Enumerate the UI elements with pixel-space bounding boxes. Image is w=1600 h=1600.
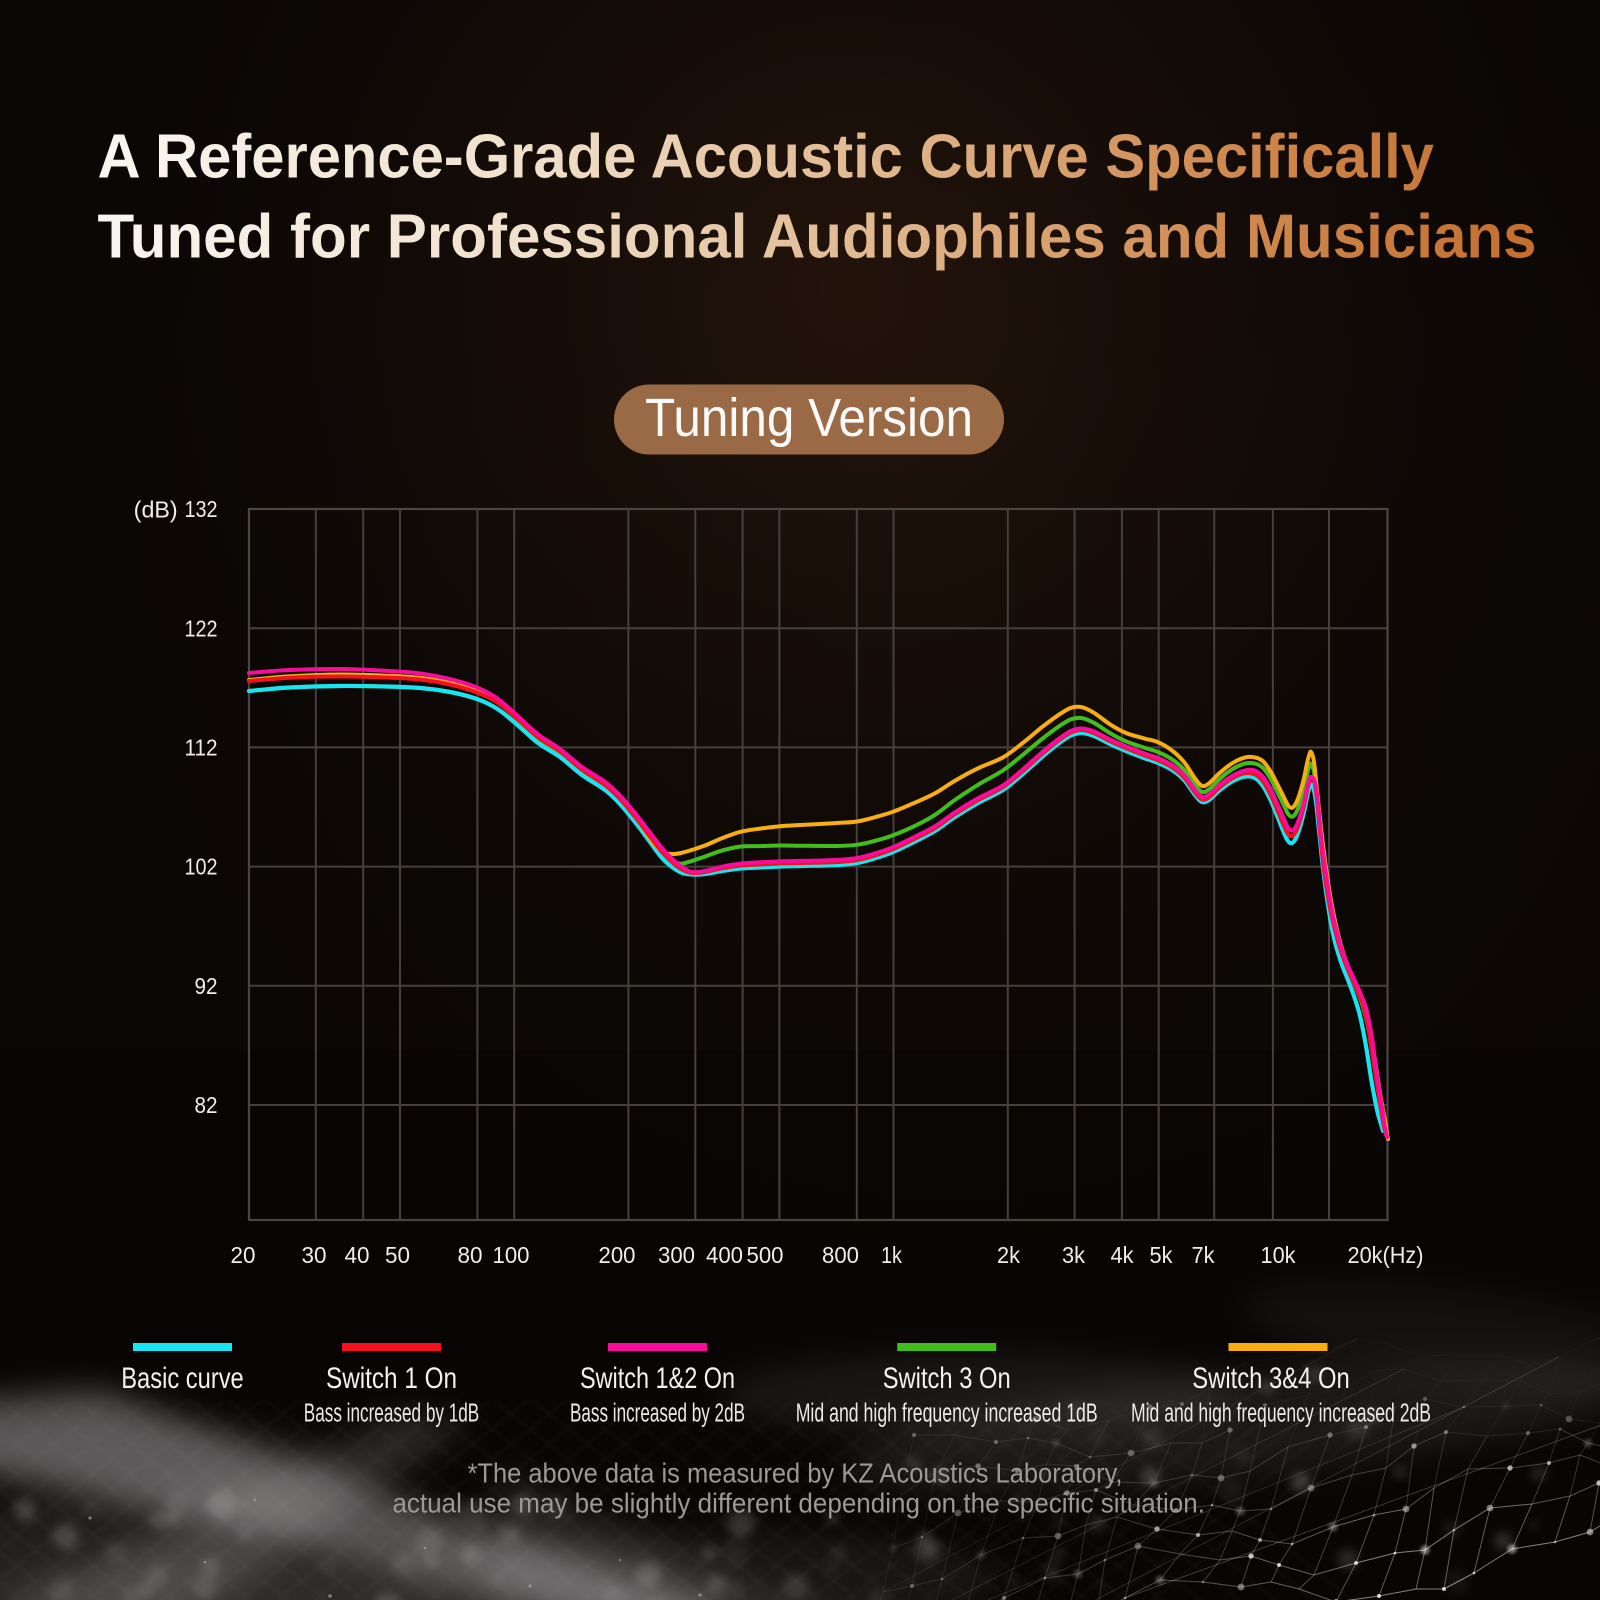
- svg-text:30: 30: [302, 1242, 327, 1268]
- svg-text:1k: 1k: [881, 1242, 902, 1268]
- svg-text:92: 92: [195, 973, 218, 999]
- svg-text:100: 100: [493, 1242, 530, 1268]
- svg-text:Switch 1&2 On: Switch 1&2 On: [580, 1362, 735, 1395]
- svg-text:Switch 3&4 On: Switch 3&4 On: [1192, 1362, 1350, 1395]
- svg-text:3k: 3k: [1062, 1242, 1085, 1268]
- svg-text:Mid and high frequency increas: Mid and high frequency increased 2dB: [1131, 1399, 1431, 1427]
- svg-text:Bass increased by 2dB: Bass increased by 2dB: [570, 1399, 745, 1427]
- svg-text:Mid and high frequency increas: Mid and high frequency increased 1dB: [796, 1399, 1098, 1427]
- svg-text:Tuned for Professional Audioph: Tuned for Professional Audiophiles and M…: [98, 203, 1537, 272]
- svg-text:200: 200: [599, 1242, 636, 1268]
- svg-text:500: 500: [747, 1242, 784, 1268]
- svg-text:Bass increased by 1dB: Bass increased by 1dB: [304, 1399, 480, 1427]
- svg-text:400: 400: [706, 1242, 743, 1268]
- svg-text:4k: 4k: [1111, 1242, 1134, 1268]
- svg-text:20: 20: [231, 1242, 256, 1268]
- svg-text:2k: 2k: [997, 1242, 1020, 1268]
- svg-text:40: 40: [345, 1242, 370, 1268]
- svg-text:132: 132: [185, 496, 218, 522]
- svg-text:50: 50: [385, 1242, 410, 1268]
- svg-text:Basic curve: Basic curve: [121, 1362, 244, 1395]
- svg-text:800: 800: [822, 1242, 859, 1268]
- svg-text:Switch 1 On: Switch 1 On: [326, 1362, 457, 1395]
- svg-text:112: 112: [185, 735, 218, 761]
- svg-text:Switch 3 On: Switch 3 On: [883, 1362, 1011, 1395]
- svg-text:82: 82: [195, 1092, 218, 1118]
- svg-text:10k: 10k: [1261, 1242, 1296, 1268]
- svg-text:7k: 7k: [1192, 1242, 1215, 1268]
- svg-text:actual use may be slightly dif: actual use may be slightly different dep…: [392, 1488, 1205, 1519]
- svg-text:102: 102: [185, 854, 218, 880]
- svg-text:20k(Hz): 20k(Hz): [1348, 1242, 1424, 1268]
- svg-text:300: 300: [658, 1242, 695, 1268]
- svg-text:(dB): (dB): [134, 497, 178, 523]
- svg-text:A Reference-Grade Acoustic Cur: A Reference-Grade Acoustic Curve Specifi…: [98, 123, 1435, 192]
- svg-text:122: 122: [185, 615, 218, 641]
- svg-text:80: 80: [458, 1242, 483, 1268]
- svg-text:Tuning Version: Tuning Version: [645, 388, 973, 448]
- svg-text:5k: 5k: [1150, 1242, 1173, 1268]
- svg-text:*The above data is measured by: *The above data is measured by KZ Acoust…: [468, 1458, 1123, 1489]
